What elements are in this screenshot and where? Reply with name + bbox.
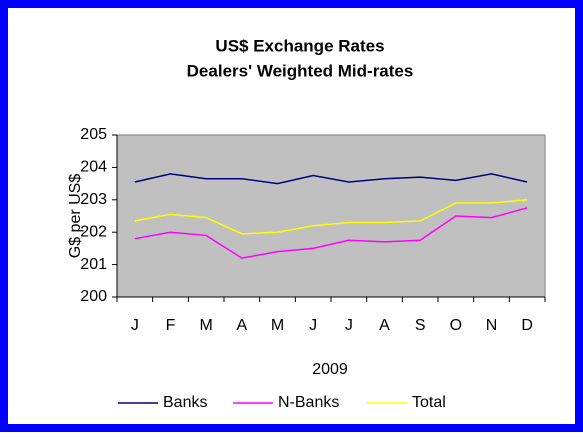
y-tick-label: 201 bbox=[80, 256, 107, 273]
x-tick-label: N bbox=[486, 317, 498, 334]
legend-label: Banks bbox=[163, 394, 207, 411]
legend-label: N-Banks bbox=[278, 394, 339, 411]
x-tick-label: M bbox=[271, 317, 284, 334]
series-line bbox=[134, 173, 528, 185]
x-tick-label: O bbox=[450, 317, 462, 334]
x-tick-label: J bbox=[131, 317, 139, 334]
y-tick-label: 203 bbox=[80, 191, 107, 208]
x-tick-label: M bbox=[200, 317, 213, 334]
legend-label: Total bbox=[412, 394, 446, 411]
x-tick-label: J bbox=[309, 317, 317, 334]
x-axis-label: 2009 bbox=[312, 361, 348, 378]
series-line bbox=[134, 207, 528, 259]
x-tick-label: J bbox=[345, 317, 353, 334]
x-tick-label: F bbox=[166, 317, 176, 334]
y-tick-label: 204 bbox=[80, 159, 107, 176]
y-tick-label: 205 bbox=[80, 126, 107, 143]
y-tick-label: 200 bbox=[80, 288, 107, 305]
x-tick-label: S bbox=[415, 317, 426, 334]
chart-title: US$ Exchange Rates bbox=[215, 36, 384, 55]
x-tick-label: A bbox=[236, 317, 247, 334]
series-line bbox=[134, 199, 528, 235]
x-tick-label: A bbox=[379, 317, 390, 334]
chart-subtitle: Dealers' Weighted Mid-rates bbox=[187, 61, 414, 80]
x-tick-label: D bbox=[521, 317, 533, 334]
y-tick-label: 202 bbox=[80, 223, 107, 240]
y-axis-label: G$ per US$ bbox=[67, 174, 84, 259]
